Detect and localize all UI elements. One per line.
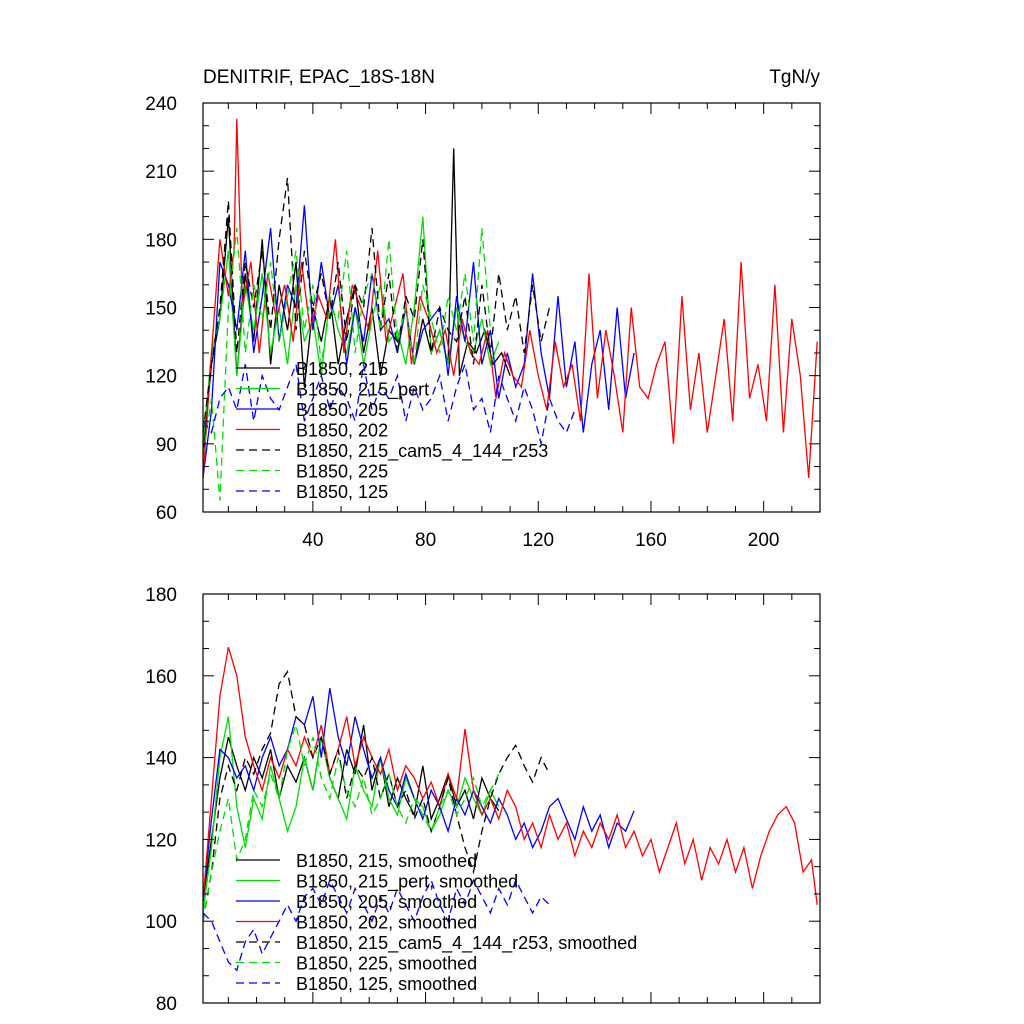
y-tick-label: 210: [145, 162, 177, 183]
series-line-4: [202, 670, 551, 922]
series-line-6: [202, 361, 576, 444]
y-tick-label: 60: [156, 503, 177, 524]
series-line-4: [202, 177, 551, 433]
legend-label: B1850, 215: [296, 359, 388, 379]
panel1-title: DENITRIF, EPAC_18S-18N: [203, 67, 435, 88]
legend-label: B1850, 202: [296, 421, 388, 441]
legend-label: B1850, 215_pert, smoothed: [296, 872, 518, 893]
y-tick-label: 120: [145, 367, 177, 388]
y-tick-label: 90: [156, 435, 177, 456]
y-tick-label: 180: [145, 585, 177, 606]
series-line-2: [202, 687, 635, 901]
series-line-3: [202, 118, 818, 478]
plot-frame: [202, 593, 821, 1004]
legend-label: B1850, 125: [296, 482, 388, 502]
series-line-3: [202, 647, 818, 905]
legend-label: B1850, 215_cam5_4_144_r253: [296, 441, 548, 462]
y-tick-label: 160: [145, 667, 177, 688]
legend-label: B1850, 225, smoothed: [296, 954, 477, 974]
legend-label: B1850, 215_cam5_4_144_r253, smoothed: [296, 933, 637, 954]
x-tick-label: 160: [635, 530, 667, 551]
y-tick-label: 150: [145, 299, 177, 320]
top-panel-chart: 60 90 120 150 180 210 240 40 80 120 160 200 B1850, 2…: [145, 94, 821, 551]
series-line-5: [202, 722, 500, 922]
x-tick-label: 80: [415, 530, 436, 551]
legend-label: B1850, 205, smoothed: [296, 892, 477, 912]
x-tick-label: 120: [522, 530, 554, 551]
y-tick-label: 100: [145, 912, 177, 933]
y-tick-label: 80: [156, 994, 177, 1015]
y-tick-label: 240: [145, 94, 177, 115]
legend-label: B1850, 225: [296, 462, 388, 482]
y-tick-label: 120: [145, 830, 177, 851]
x-tick-label: 40: [302, 530, 323, 551]
legend-label: B1850, 205: [296, 400, 388, 420]
series-line-6: [202, 878, 550, 972]
y-tick-label: 140: [145, 749, 177, 770]
panel1-units: TgN/y: [769, 67, 820, 88]
legend-label: B1850, 215, smoothed: [296, 851, 477, 871]
y-tick-label: 180: [145, 230, 177, 251]
x-tick-label: 200: [748, 530, 780, 551]
legend-label: B1850, 215_pert: [296, 380, 429, 401]
series-line-5: [202, 227, 492, 501]
legend-label: B1850, 125, smoothed: [296, 974, 477, 994]
legend-label: B1850, 202, smoothed: [296, 913, 477, 933]
